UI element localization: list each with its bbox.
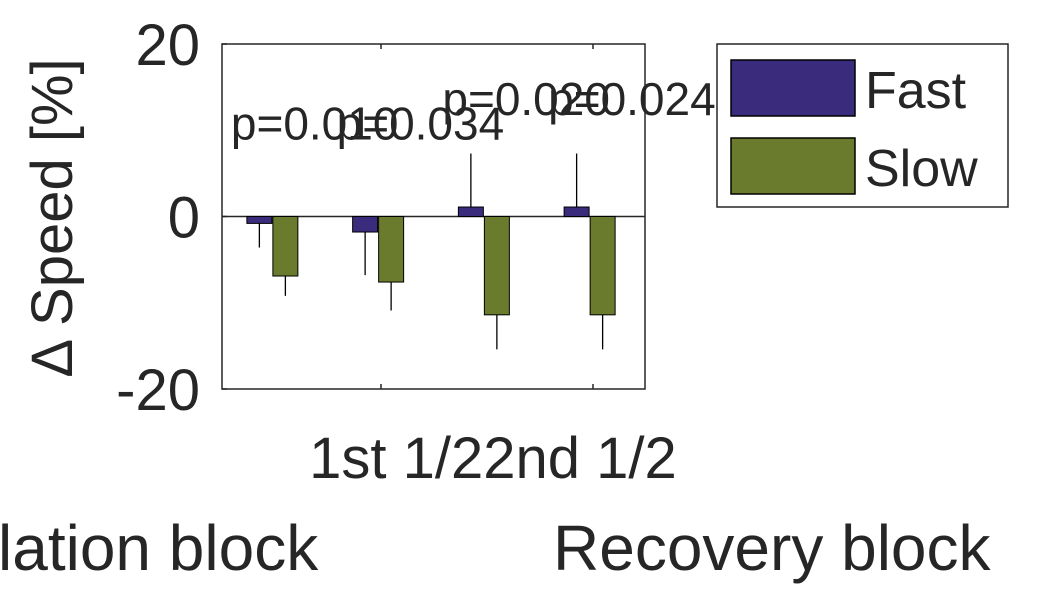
bar-slow [272, 216, 299, 277]
x-tick-label: 1st 1/22nd 1/2 [309, 426, 677, 491]
bar-fast [563, 206, 590, 217]
bar-fast [457, 206, 484, 217]
y-tick-label: 0 [168, 186, 200, 251]
p-value-annotation: p=0.020 [442, 73, 610, 125]
p-value-annotation: p=0.034 [337, 97, 505, 149]
y-axis-label: Δ Speed [%] [20, 58, 85, 377]
bar-fast [352, 216, 379, 233]
legend-label-fast: Fast [865, 62, 967, 120]
legend-label-slow: Slow [865, 140, 978, 198]
legend-swatch-fast [730, 59, 856, 117]
p-value-annotation: p=0.010 [231, 97, 399, 149]
legend-swatch-slow [730, 137, 856, 195]
block-label-adaptation: lation block [0, 512, 319, 584]
bar-fast [246, 216, 273, 224]
legend: Fast Slow [716, 43, 1009, 208]
bar-slow [483, 216, 510, 316]
p-value-annotation: p=0.024 [548, 73, 716, 125]
bar-slow [589, 216, 616, 316]
bar-slow [378, 216, 405, 283]
y-tick-label: 20 [135, 13, 200, 78]
block-label-recovery: Recovery block [553, 512, 992, 584]
y-tick-label: -20 [116, 358, 200, 423]
